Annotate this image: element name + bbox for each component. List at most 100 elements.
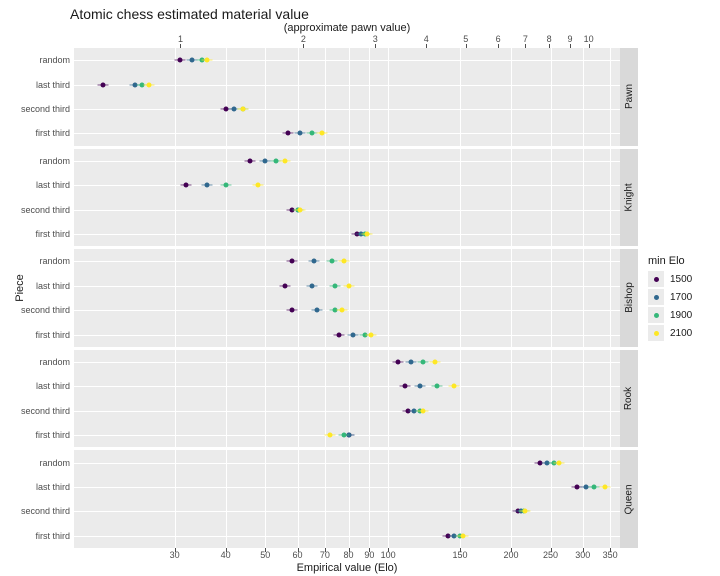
gridline <box>511 249 512 347</box>
errorbar <box>144 84 155 85</box>
y-tick-label: first third <box>0 531 70 541</box>
gridline <box>298 450 299 548</box>
errorbar <box>283 133 294 134</box>
gridline <box>298 149 299 247</box>
gridline <box>583 48 584 146</box>
errorbar <box>393 362 404 363</box>
data-point <box>337 332 342 337</box>
top-tick-label: 6 <box>496 34 501 44</box>
gridline <box>265 48 266 146</box>
errorbar <box>458 535 469 536</box>
bottom-tick-mark <box>349 548 350 552</box>
legend-key <box>648 271 664 287</box>
legend-label: 1500 <box>670 274 692 285</box>
data-point <box>330 259 335 264</box>
data-point <box>574 485 579 490</box>
data-point <box>240 107 245 112</box>
data-point <box>147 82 152 87</box>
gridline <box>226 48 227 146</box>
data-point <box>461 533 466 538</box>
gridline <box>175 149 176 247</box>
errorbar <box>201 185 212 186</box>
data-point <box>100 82 105 87</box>
data-point <box>223 107 228 112</box>
y-tick-label: last third <box>0 482 70 492</box>
data-point <box>320 131 325 136</box>
gridline <box>610 149 611 247</box>
data-point <box>522 509 527 514</box>
gridline <box>226 450 227 548</box>
data-point <box>402 384 407 389</box>
data-point <box>286 131 291 136</box>
data-point <box>556 460 561 465</box>
facet-label: Queen <box>624 484 635 514</box>
bottom-tick-mark <box>511 548 512 552</box>
errorbar <box>309 261 320 262</box>
facet-label: Pawn <box>624 84 635 109</box>
facet-label: Rook <box>624 387 635 410</box>
gridline <box>325 48 326 146</box>
top-tick-label: 5 <box>463 34 468 44</box>
gridline <box>298 249 299 347</box>
top-tick-label: 9 <box>567 34 572 44</box>
y-tick-label: random <box>0 156 70 166</box>
gridline <box>298 350 299 448</box>
errorbar <box>245 160 256 161</box>
errorbar <box>286 261 297 262</box>
data-point <box>298 207 303 212</box>
facet-strip: Queen <box>620 450 638 548</box>
y-tick-label: first third <box>0 128 70 138</box>
data-point <box>204 58 209 63</box>
data-point <box>369 332 374 337</box>
errorbar <box>429 362 440 363</box>
gridline <box>583 450 584 548</box>
errorbar <box>334 334 345 335</box>
errorbar <box>366 334 377 335</box>
errorbar <box>295 133 306 134</box>
errorbar <box>186 60 197 61</box>
top-tick-label: 10 <box>584 34 594 44</box>
legend-key <box>648 307 664 323</box>
errorbar <box>295 209 306 210</box>
data-point <box>298 131 303 136</box>
errorbar <box>306 133 317 134</box>
gridline <box>511 350 512 448</box>
errorbar <box>317 133 328 134</box>
errorbar <box>306 285 317 286</box>
top-tick-label: 1 <box>178 34 183 44</box>
legend: min Elo1500170019002100 <box>648 255 692 343</box>
gridline <box>74 109 620 110</box>
data-point <box>289 259 294 264</box>
errorbar <box>336 310 347 311</box>
errorbar <box>448 386 459 387</box>
data-point <box>283 283 288 288</box>
data-point <box>451 384 456 389</box>
gridline <box>460 249 461 347</box>
gridline <box>551 350 552 448</box>
gridline <box>74 386 620 387</box>
gridline <box>74 210 620 211</box>
bottom-tick-mark <box>325 548 326 552</box>
data-point <box>365 232 370 237</box>
gridline <box>369 450 370 548</box>
legend-item: 1900 <box>648 307 692 323</box>
data-point <box>409 360 414 365</box>
gridline <box>583 350 584 448</box>
dot-icon <box>654 313 659 318</box>
y-tick-label: last third <box>0 381 70 391</box>
gridline <box>74 411 620 412</box>
data-point <box>263 158 268 163</box>
gridline <box>349 450 350 548</box>
data-point <box>273 158 278 163</box>
data-point <box>255 183 260 188</box>
errorbar <box>286 310 297 311</box>
gridline <box>610 450 611 548</box>
errorbar <box>600 487 611 488</box>
bottom-tick-mark <box>551 548 552 552</box>
facet-panel <box>74 149 620 247</box>
gridline <box>74 60 620 61</box>
errorbar <box>418 410 429 411</box>
gridline <box>610 48 611 146</box>
gridline <box>388 149 389 247</box>
gridline <box>511 450 512 548</box>
